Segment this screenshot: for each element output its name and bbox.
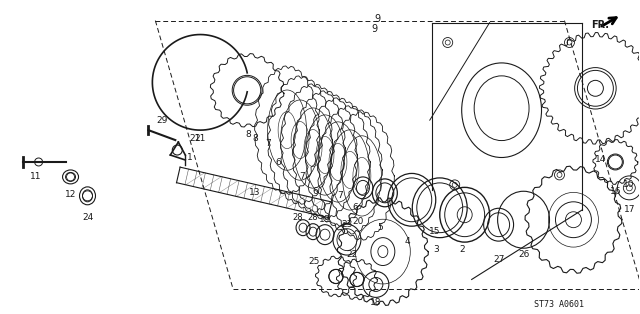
Text: 8: 8 bbox=[245, 130, 251, 138]
Text: 14: 14 bbox=[595, 155, 606, 165]
Text: FR.: FR. bbox=[591, 19, 609, 30]
Text: 21: 21 bbox=[189, 133, 201, 143]
Text: 17: 17 bbox=[623, 205, 635, 214]
Text: 16: 16 bbox=[610, 187, 621, 196]
Text: 19: 19 bbox=[319, 215, 331, 224]
Text: 24: 24 bbox=[82, 213, 93, 222]
Text: 29: 29 bbox=[157, 116, 168, 125]
Text: 18: 18 bbox=[370, 298, 381, 307]
Text: 22: 22 bbox=[346, 250, 358, 259]
Text: 6: 6 bbox=[275, 159, 281, 167]
Text: ST73 A0601: ST73 A0601 bbox=[534, 300, 584, 309]
Text: 5: 5 bbox=[377, 223, 383, 232]
Text: 4: 4 bbox=[405, 237, 411, 246]
Text: 13: 13 bbox=[250, 188, 261, 197]
Text: 11: 11 bbox=[30, 172, 42, 181]
Text: 10: 10 bbox=[623, 180, 634, 189]
Text: 15: 15 bbox=[429, 227, 440, 236]
Text: 9: 9 bbox=[375, 14, 381, 24]
Text: 9: 9 bbox=[372, 24, 378, 34]
Text: 12: 12 bbox=[65, 190, 76, 199]
Text: 7: 7 bbox=[299, 172, 305, 181]
Text: 8: 8 bbox=[252, 133, 258, 143]
Text: 7: 7 bbox=[265, 138, 271, 148]
Text: 26: 26 bbox=[518, 250, 529, 259]
Text: 2: 2 bbox=[459, 245, 465, 254]
Text: 7: 7 bbox=[337, 191, 343, 200]
Text: 23: 23 bbox=[341, 220, 353, 229]
Text: 27: 27 bbox=[493, 255, 504, 264]
Text: 28: 28 bbox=[308, 213, 318, 222]
Text: 3: 3 bbox=[433, 245, 438, 254]
Text: 1: 1 bbox=[188, 154, 193, 163]
Text: 6: 6 bbox=[352, 203, 358, 212]
Text: 20: 20 bbox=[352, 217, 364, 226]
Text: 25: 25 bbox=[308, 257, 320, 266]
Text: 21: 21 bbox=[195, 133, 206, 143]
Text: 6: 6 bbox=[312, 187, 318, 196]
Text: 28: 28 bbox=[292, 213, 303, 222]
